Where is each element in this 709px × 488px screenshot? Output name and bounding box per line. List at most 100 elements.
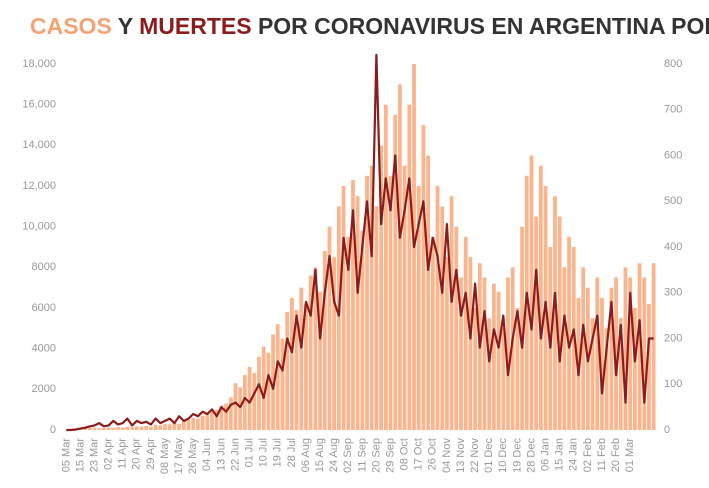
bar (492, 283, 496, 430)
x-tick-label: 24 Aug (328, 438, 340, 472)
bar (139, 426, 144, 430)
x-tick-label: 13 Jun (215, 438, 227, 471)
bar (510, 267, 515, 430)
bar (506, 277, 510, 430)
bar (200, 415, 205, 430)
bar (374, 206, 379, 430)
bar (294, 310, 299, 430)
bar (623, 267, 628, 430)
bar (609, 287, 614, 430)
y2-tick-label: 300 (664, 287, 682, 299)
x-tick-label: 10 Dec (497, 438, 509, 473)
bar (553, 196, 557, 430)
y-tick-label: 10,000 (22, 221, 56, 233)
x-tick-label: 20 Sep (370, 438, 382, 473)
x-tick-label: 05 Mar (60, 438, 72, 473)
bar (642, 277, 647, 430)
bar (332, 257, 337, 430)
bar (487, 318, 492, 430)
y2-tick-label: 600 (664, 149, 682, 161)
x-tick-label: 13 Nov (455, 438, 467, 473)
bar (600, 297, 604, 430)
bar (445, 257, 449, 430)
bar (496, 291, 501, 430)
x-tick-label: 15 Mar (74, 438, 86, 473)
bar (402, 165, 407, 430)
x-tick-label: 04 Jun (201, 438, 213, 471)
bar (346, 236, 351, 430)
x-tick-label: 11 Sep (356, 438, 368, 472)
x-tick-label: 01 Dec (483, 438, 495, 473)
x-tick-label: 29 Apr (145, 438, 157, 470)
bar (398, 84, 402, 430)
y-tick-label: 16,000 (22, 99, 56, 111)
bar (289, 297, 294, 430)
bar (426, 155, 431, 430)
bar (299, 287, 304, 430)
y-tick-label: 14,000 (22, 139, 56, 151)
bar (116, 426, 120, 430)
bar (557, 216, 562, 430)
bar (393, 114, 398, 430)
bar (435, 186, 440, 430)
bar (261, 346, 266, 430)
bar (567, 236, 571, 430)
x-tick-label: 01 Mar (624, 438, 636, 473)
bar (595, 277, 600, 430)
bar (473, 308, 477, 430)
bar (186, 419, 191, 430)
bar (590, 318, 595, 430)
y2-tick-label: 100 (664, 378, 682, 390)
x-tick-label: 26 Oct (427, 438, 439, 470)
bar (134, 426, 139, 430)
bar (308, 275, 313, 430)
x-tick-label: 08 Oct (399, 438, 411, 470)
bar (252, 373, 257, 430)
y-tick-label: 2000 (32, 383, 56, 395)
y-tick-label: 0 (50, 424, 56, 436)
bar (177, 423, 181, 430)
bar (247, 366, 252, 430)
x-tick-label: 28 Jul (286, 438, 298, 467)
bar (355, 196, 360, 430)
title-part: POR CORONAVIRUS EN ARGENTINA POR DÍA (258, 12, 709, 39)
bar (482, 277, 487, 430)
bar (228, 397, 233, 430)
bar (360, 230, 365, 430)
y-tick-label: 12,000 (22, 180, 56, 192)
bar (158, 425, 163, 430)
bar (463, 236, 468, 430)
y2-tick-label: 700 (664, 104, 682, 116)
bar (167, 424, 172, 430)
bar (172, 422, 177, 430)
bar (562, 267, 567, 430)
title-part: MUERTES (139, 13, 251, 39)
x-tick-label: 24 Jan (568, 438, 580, 471)
bar (196, 418, 200, 430)
bar (219, 405, 224, 430)
bar (144, 425, 149, 430)
bar (318, 291, 322, 430)
bar (468, 257, 473, 430)
x-tick-label: 11 Feb (596, 438, 608, 471)
y2-tick-label: 800 (664, 58, 682, 70)
bar (421, 125, 426, 430)
bar (266, 352, 271, 430)
y-tick-label: 4000 (32, 343, 56, 355)
y-tick-label: 18,000 (22, 58, 56, 70)
bar (210, 411, 214, 430)
bar (313, 267, 318, 430)
y-tick-label: 6000 (32, 302, 56, 314)
y2-tick-label: 400 (664, 241, 682, 253)
bar (369, 165, 374, 430)
bar (632, 308, 637, 430)
bar (181, 420, 186, 430)
bar (365, 175, 369, 430)
bar (515, 308, 520, 430)
chart-title: CASOS Y MUERTES POR CORONAVIRUS EN ARGEN… (30, 12, 709, 39)
x-tick-label: 02 Feb (582, 438, 594, 472)
x-tick-label: 10 Jul (258, 438, 270, 467)
bar (637, 263, 642, 430)
bar (163, 423, 167, 430)
